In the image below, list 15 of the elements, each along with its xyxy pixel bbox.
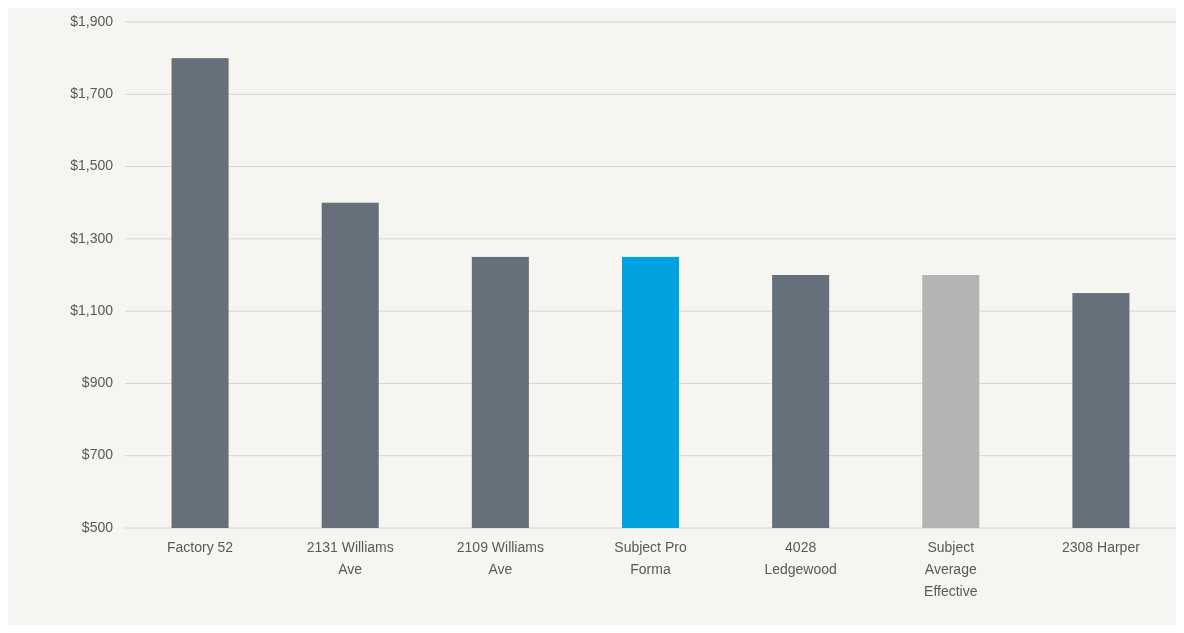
y-tick-label: $1,900 (70, 12, 114, 29)
y-tick-label: $1,700 (70, 84, 114, 101)
x-tick-label: 2109 Williams Ave (456, 539, 544, 577)
x-tick-label: 2131 Williams Ave (306, 539, 394, 577)
y-tick-label: $500 (81, 518, 114, 535)
y-tick-label: $1,500 (70, 157, 114, 174)
x-tick-label: Factory 52 (167, 539, 234, 555)
x-tick-label: 4028 Ledgewood (764, 539, 837, 577)
y-tick-label: $1,300 (70, 229, 114, 246)
x-tick-label: Subject Pro Forma (614, 539, 687, 577)
x-tick-label: 2308 Harper (1062, 539, 1141, 555)
y-tick-label: $1,100 (70, 301, 114, 318)
y-tick-label: $900 (81, 374, 114, 391)
y-tick-label: $700 (81, 446, 114, 463)
x-tick-label: Subject Average Effective (924, 539, 978, 599)
